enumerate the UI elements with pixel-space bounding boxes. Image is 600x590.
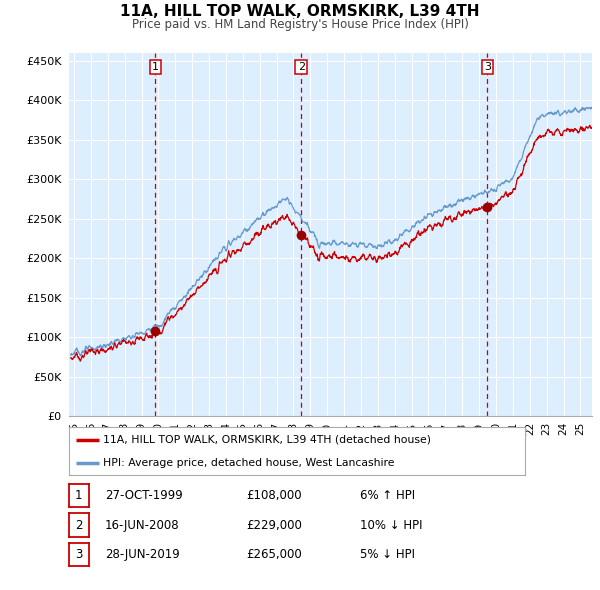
Text: HPI: Average price, detached house, West Lancashire: HPI: Average price, detached house, West… [103, 458, 395, 468]
Text: 2: 2 [298, 62, 305, 72]
Text: Price paid vs. HM Land Registry's House Price Index (HPI): Price paid vs. HM Land Registry's House … [131, 18, 469, 31]
Text: £265,000: £265,000 [246, 548, 302, 561]
Text: 28-JUN-2019: 28-JUN-2019 [105, 548, 180, 561]
Text: 11A, HILL TOP WALK, ORMSKIRK, L39 4TH: 11A, HILL TOP WALK, ORMSKIRK, L39 4TH [120, 4, 480, 19]
Text: 1: 1 [152, 62, 159, 72]
Text: 2: 2 [75, 519, 83, 532]
Text: 16-JUN-2008: 16-JUN-2008 [105, 519, 179, 532]
Text: 27-OCT-1999: 27-OCT-1999 [105, 489, 183, 502]
Text: 3: 3 [75, 548, 83, 561]
Text: 6% ↑ HPI: 6% ↑ HPI [360, 489, 415, 502]
Text: 10% ↓ HPI: 10% ↓ HPI [360, 519, 422, 532]
Text: 3: 3 [484, 62, 491, 72]
Text: 1: 1 [75, 489, 83, 502]
Text: £229,000: £229,000 [246, 519, 302, 532]
Text: 11A, HILL TOP WALK, ORMSKIRK, L39 4TH (detached house): 11A, HILL TOP WALK, ORMSKIRK, L39 4TH (d… [103, 435, 431, 445]
Text: 5% ↓ HPI: 5% ↓ HPI [360, 548, 415, 561]
Text: £108,000: £108,000 [246, 489, 302, 502]
